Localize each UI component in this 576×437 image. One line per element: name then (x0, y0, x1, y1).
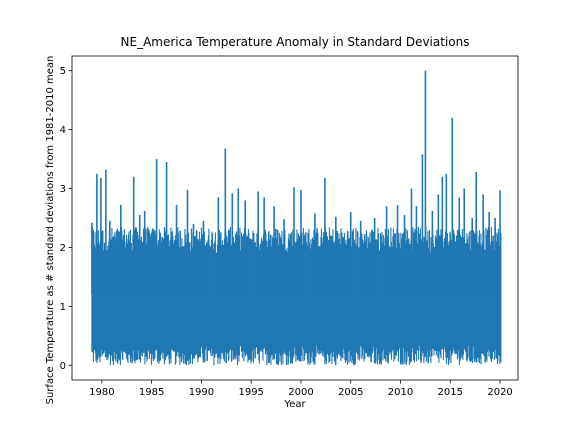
y-tick-label-0: 0 (60, 361, 66, 372)
x-tick-label-1980: 1980 (89, 387, 114, 398)
x-tick-label-1985: 1985 (139, 387, 164, 398)
series-line (91, 226, 502, 366)
x-tick-label-1995: 1995 (238, 387, 263, 398)
y-tick-label-1: 1 (60, 302, 66, 313)
x-tick-label-2005: 2005 (338, 387, 363, 398)
y-tick-label-2: 2 (60, 243, 66, 254)
y-tick-label-5: 5 (60, 66, 66, 77)
x-tick-label-2020: 2020 (487, 387, 512, 398)
chart-title: NE_America Temperature Anomaly in Standa… (121, 35, 470, 49)
x-tick-label-1990: 1990 (189, 387, 214, 398)
y-tick-label-4: 4 (60, 125, 66, 136)
x-tick-label-2000: 2000 (288, 387, 313, 398)
y-tick-label-3: 3 (60, 184, 66, 195)
y-axis-label: Surface Temperature as # standard deviat… (45, 56, 56, 405)
y-axis: 0 1 2 3 4 5 (60, 66, 72, 372)
x-tick-label-2010: 2010 (388, 387, 413, 398)
x-axis-label: Year (283, 399, 306, 410)
plot-area (71, 55, 519, 381)
axes-frame (71, 55, 519, 381)
x-tick-label-2015: 2015 (438, 387, 463, 398)
x-axis: 1980 1985 1990 1995 2000 2005 2010 2015 2020 (89, 380, 513, 398)
